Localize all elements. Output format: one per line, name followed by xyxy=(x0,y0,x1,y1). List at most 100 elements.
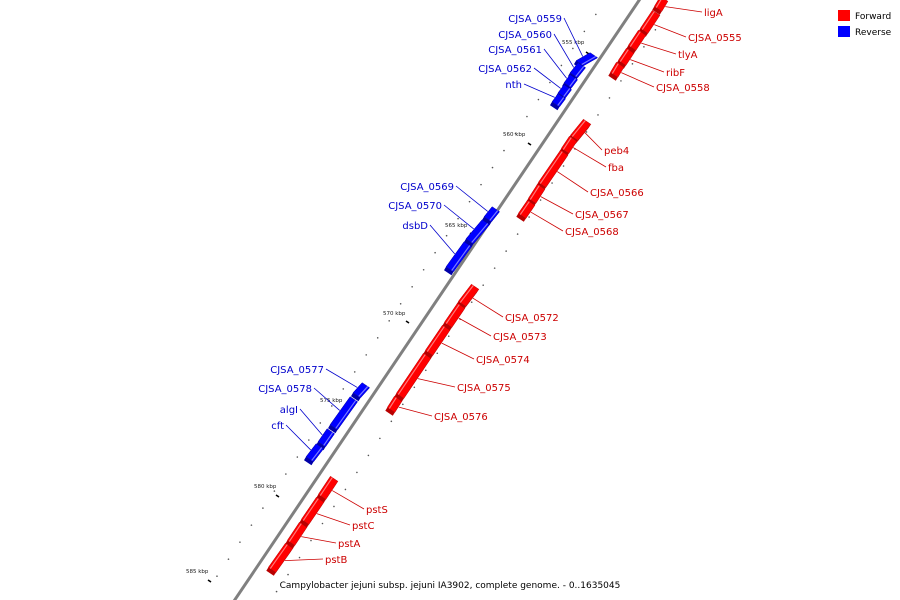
gene-cjsa-0569[interactable] xyxy=(482,206,500,226)
leader-line xyxy=(540,196,574,215)
gene-cjsa-0558[interactable] xyxy=(608,61,625,81)
gene-cjsa-0577[interactable] xyxy=(351,382,370,402)
guide-dot xyxy=(402,403,404,406)
gene-cjsa-0575[interactable] xyxy=(394,352,432,402)
genome-backbone xyxy=(232,0,642,600)
gene-cft[interactable] xyxy=(304,443,324,466)
gene-cjsa-0570[interactable] xyxy=(464,219,490,248)
legend-reverse-swatch xyxy=(838,26,850,37)
gene-cjsa-0576[interactable] xyxy=(385,395,403,416)
guide-dot xyxy=(298,556,301,559)
guide-dot xyxy=(422,268,425,271)
guide-dot xyxy=(365,354,368,356)
guide-dot xyxy=(447,335,450,338)
gene-tlya[interactable] xyxy=(626,29,647,54)
guide-dot xyxy=(608,97,611,99)
gene-cjsa-0555[interactable] xyxy=(638,9,661,37)
gene-label: CJSA_0568 xyxy=(565,227,619,238)
leader-line xyxy=(665,6,703,13)
gene-cjsa-0566[interactable] xyxy=(536,149,569,191)
guide-dot xyxy=(549,81,551,84)
gene-cjsa-0574[interactable] xyxy=(423,324,451,359)
leader-line xyxy=(584,132,603,151)
leader-line xyxy=(557,171,589,193)
guide-dot xyxy=(457,217,459,220)
guide-dot xyxy=(526,115,528,118)
background-dots xyxy=(216,13,657,593)
gene-cjsa-0573[interactable] xyxy=(442,302,466,331)
gene-liga[interactable] xyxy=(652,0,669,15)
leader-line xyxy=(455,185,488,212)
leader-line xyxy=(325,368,358,388)
gene-label: CJSA_0566 xyxy=(590,188,644,199)
guide-dot xyxy=(399,303,402,305)
leader-line xyxy=(301,536,337,544)
kbp-tick-mark xyxy=(275,494,280,498)
leader-line xyxy=(530,211,564,232)
guide-dot xyxy=(424,369,427,372)
guide-dot xyxy=(388,320,390,322)
leader-line xyxy=(284,558,324,561)
kbp-tick-label: 585 kbp xyxy=(186,569,209,575)
leader-line xyxy=(654,24,687,38)
leader-line xyxy=(332,490,365,510)
kbp-tick-label: 560 kbp xyxy=(503,132,526,138)
guide-dot xyxy=(643,46,645,48)
gene-dsbd[interactable] xyxy=(444,241,472,276)
gene-psts[interactable] xyxy=(316,475,339,503)
leader-line xyxy=(285,424,311,451)
gene-label: CJSA_0574 xyxy=(476,355,530,366)
gene-cjsa-0568[interactable] xyxy=(516,199,536,222)
genome-caption: Campylobacter jejuni subsp. jejuni IA390… xyxy=(280,581,621,591)
gene-label: CJSA_0578 xyxy=(258,384,312,395)
legend: Forward Reverse xyxy=(838,10,892,38)
guide-dot xyxy=(597,114,599,116)
guide-dot xyxy=(413,386,416,389)
kbp-tick-label: 555 kbp xyxy=(562,40,585,46)
gene-label: CJSA_0555 xyxy=(688,33,742,44)
guide-dot xyxy=(310,539,312,542)
gene-label: cft xyxy=(271,421,284,432)
guide-dot xyxy=(551,182,553,184)
gene-label: CJSA_0570 xyxy=(388,201,442,212)
guide-dot xyxy=(321,522,324,525)
gene-psta[interactable] xyxy=(285,521,308,549)
guide-dot xyxy=(503,149,505,152)
gene-nth[interactable] xyxy=(550,93,566,111)
gene-features[interactable] xyxy=(266,0,669,576)
leader-line xyxy=(299,408,323,436)
guide-dot xyxy=(308,439,310,441)
gene-label: pstC xyxy=(352,521,374,532)
guide-dot xyxy=(505,250,507,252)
gene-cjsa-0578[interactable] xyxy=(328,396,358,434)
leader-line xyxy=(621,72,655,88)
gene-label: ribF xyxy=(666,68,685,79)
guide-dot xyxy=(572,47,574,50)
kbp-tick-mark xyxy=(527,142,532,146)
guide-dot xyxy=(595,13,597,16)
gene-pstc[interactable] xyxy=(299,496,325,528)
leader-line xyxy=(458,317,492,337)
gene-ribf[interactable] xyxy=(616,47,635,69)
kbp-tick-label: 565 kbp xyxy=(445,223,468,229)
kbp-ticks: 555 kbp 560 kbp 565 kbp 570 kbp 575 kbp 580 k… xyxy=(186,40,590,583)
gene-label: CJSA_0559 xyxy=(508,14,562,25)
guide-dot xyxy=(470,301,473,303)
gene-algi[interactable] xyxy=(316,428,335,451)
legend-forward-swatch xyxy=(838,10,850,21)
gene-label: CJSA_0558 xyxy=(656,83,710,94)
guide-dot xyxy=(583,30,586,33)
leader-line xyxy=(563,17,584,57)
gene-label: dsbD xyxy=(402,221,428,232)
guide-dot xyxy=(367,454,370,457)
gene-cjsa-0559[interactable] xyxy=(574,52,599,70)
gene-label: CJSA_0577 xyxy=(270,365,324,376)
kbp-tick-label: 570 kbp xyxy=(383,311,406,317)
gene-label: pstA xyxy=(338,539,360,550)
gene-label: pstS xyxy=(366,505,388,516)
gene-pstb[interactable] xyxy=(266,542,294,576)
guide-dot xyxy=(333,505,335,508)
guide-dot xyxy=(537,98,540,101)
gene-label: ligA xyxy=(704,8,723,19)
